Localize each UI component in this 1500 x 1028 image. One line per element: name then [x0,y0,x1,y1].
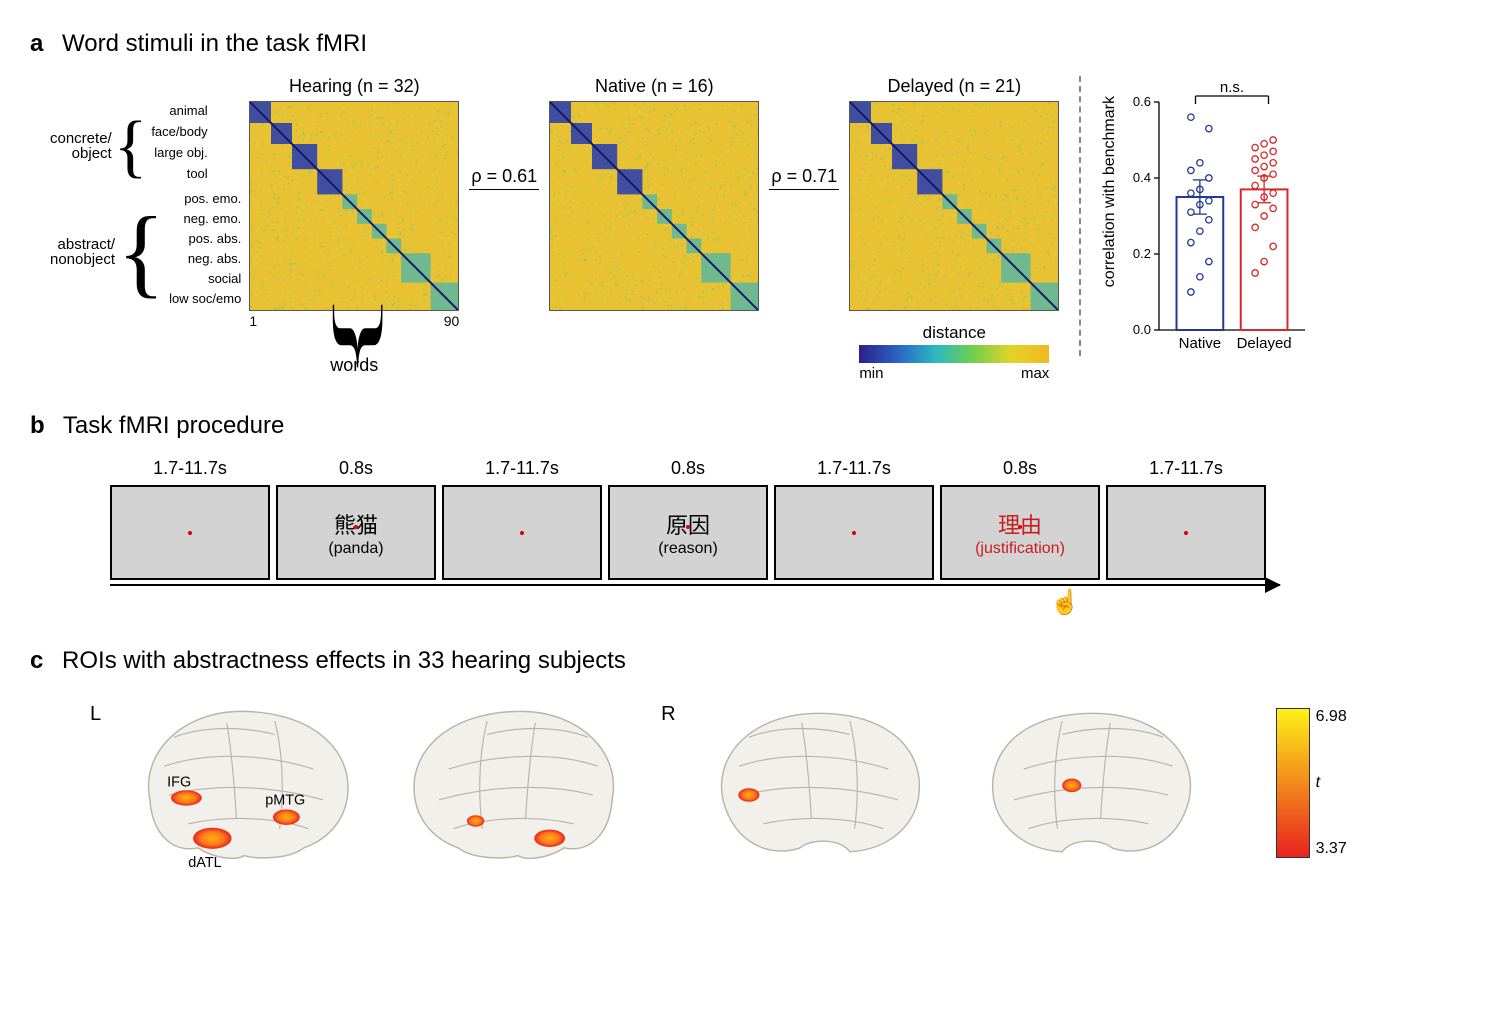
bar-chart-svg: 0.0 0.2 0.4 0.6 n.s. Native Delayed [1125,76,1315,356]
vertical-divider [1079,76,1081,356]
panel-b: b Task fMRI procedure 1.7-11.7s0.8s熊猫(pa… [30,412,1470,617]
svg-text:Native: Native [1179,335,1222,352]
panel-c-letter: c [30,647,43,674]
row-sublabel: neg. abs. [169,252,241,272]
heatmap-2: Delayed (n = 21) distanceminmax [849,76,1059,382]
panel-a-letter: a [30,30,43,57]
row-sublabel: pos. emo. [169,192,241,212]
panel-b-title-text: Task fMRI procedure [63,412,284,439]
tbar-min: 3.37 [1316,840,1347,858]
row-sublabel: social [169,272,241,292]
stimulus-0: 1.7-11.7s [110,458,270,580]
svg-text:0.6: 0.6 [1133,94,1151,109]
panel-a-title: a Word stimuli in the task fMRI [30,30,1470,58]
tbar-title: t [1316,774,1347,792]
rho-label: ρ = 0.71 [769,76,839,190]
t-colorbar: 6.98 t 3.37 [1276,708,1347,858]
panel-b-letter: b [30,412,45,439]
svg-text:dATL: dATL [188,855,221,871]
svg-text:0.0: 0.0 [1133,322,1151,337]
panel-a-title-text: Word stimuli in the task fMRI [62,30,367,57]
svg-text:0.2: 0.2 [1133,246,1151,261]
stimulus-6: 1.7-11.7s [1106,458,1266,580]
stimulus-3: 0.8s原因(reason) [608,458,768,580]
button-press-icon: ☝ [1050,588,1470,617]
svg-text:0.4: 0.4 [1133,170,1151,185]
panel-c-content: L IFG dATL pMTG R 6.98 t 3.37 [30,693,1470,873]
svg-text:IFG: IFG [167,774,191,790]
row-sublabel: large obj. [151,146,207,167]
row-sublabel: face/body [151,125,207,146]
heatmap-title: Hearing (n = 32) [289,76,420,97]
heatmap-1: Native (n = 16) [549,76,759,311]
hemi-right-label: R [661,703,675,726]
svg-text:pMTG: pMTG [265,793,305,809]
row-sublabel: neg. emo. [169,212,241,232]
heatmap-title: Delayed (n = 21) [888,76,1022,97]
brain-medial-right [966,693,1216,873]
row-sublabel: tool [151,167,207,188]
brain-medial-left [696,693,946,873]
y-category-labels: concrete/ object { animalface/bodylarge … [50,76,241,312]
bar-ylabel: correlation with benchmark [1101,76,1119,287]
panel-c-title-text: ROIs with abstractness effects in 33 hea… [62,647,626,674]
hemi-left-label: L [90,703,101,726]
panel-a-content: concrete/ object { animalface/bodylarge … [30,76,1470,382]
brace-icon: { [114,115,148,178]
brain-lateral-right [391,693,641,873]
heatmap-0: Hearing (n = 32)190{words [249,76,459,376]
bar-chart: correlation with benchmark 0.0 0.2 0.4 0.6 n… [1101,76,1315,356]
panel-c-title: c ROIs with abstractness effects in 33 h… [30,647,1470,675]
distance-colorbar: distanceminmax [859,323,1049,382]
brain-lateral-left: IFG dATL pMTG [121,693,371,873]
stimulus-1: 0.8s熊猫(panda) [276,458,436,580]
panel-b-content: 1.7-11.7s0.8s熊猫(panda)1.7-11.7s0.8s原因(re… [30,458,1470,617]
tbar-max: 6.98 [1316,708,1347,726]
row-sublabel: animal [151,104,207,125]
row-sublabel: low soc/emo [169,292,241,312]
row-sublabel: pos. abs. [169,232,241,252]
rho-label: ρ = 0.61 [469,76,539,190]
stimulus-4: 1.7-11.7s [774,458,934,580]
panel-a: a Word stimuli in the task fMRI concrete… [30,30,1470,382]
time-arrow [110,584,1280,586]
stimulus-timeline: 1.7-11.7s0.8s熊猫(panda)1.7-11.7s0.8s原因(re… [110,458,1470,580]
panel-a-heatmap-row: concrete/ object { animalface/bodylarge … [30,76,1059,382]
svg-text:Delayed: Delayed [1237,335,1292,352]
panel-b-title: b Task fMRI procedure [30,412,1470,440]
stimulus-2: 1.7-11.7s [442,458,602,580]
panel-c: c ROIs with abstractness effects in 33 h… [30,647,1470,873]
svg-text:n.s.: n.s. [1220,79,1244,96]
brace-icon: { [117,207,165,297]
stimulus-5: 0.8s理由(justification) [940,458,1100,580]
heatmap-title: Native (n = 16) [595,76,714,97]
